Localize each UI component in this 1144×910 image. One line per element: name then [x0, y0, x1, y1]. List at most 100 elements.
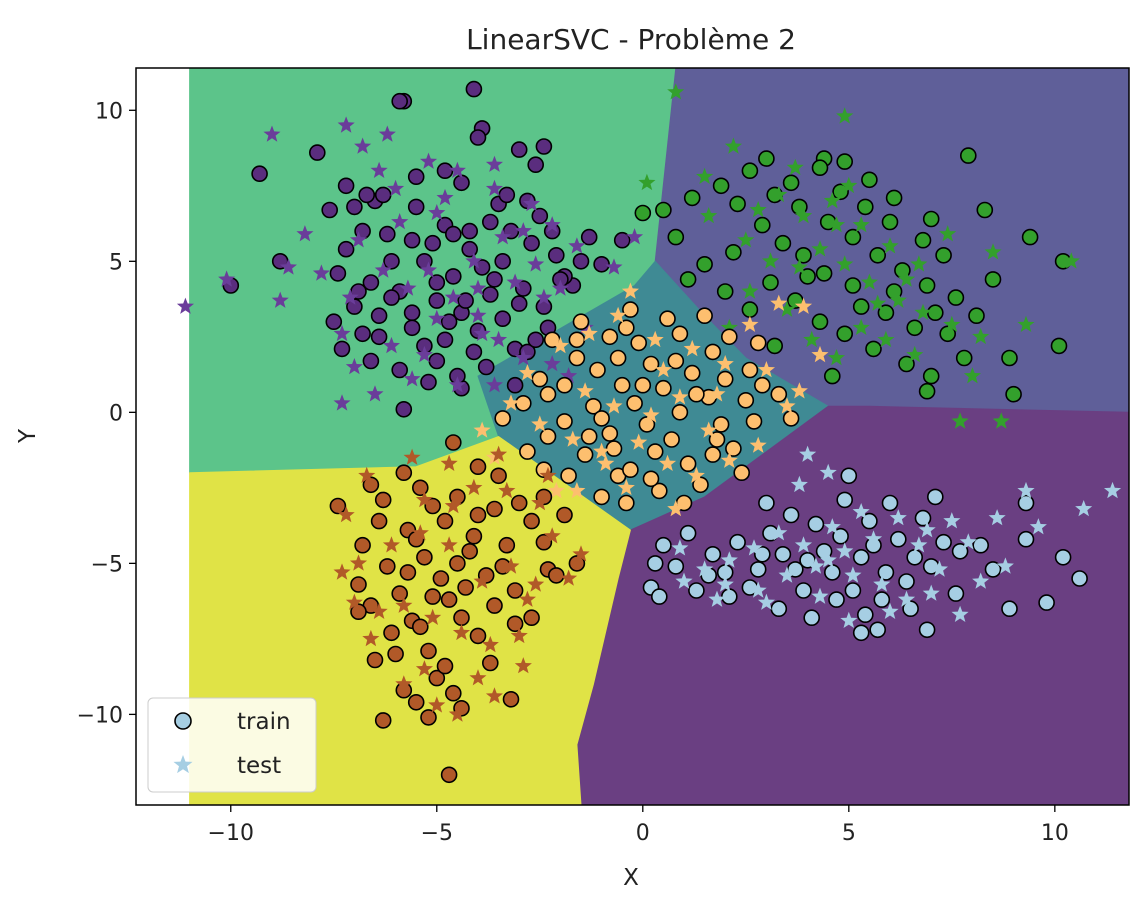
- test-point: [349, 231, 368, 248]
- train-point: [811, 313, 829, 331]
- test-point: [366, 385, 384, 402]
- test-point: [749, 436, 767, 453]
- test-point: [836, 542, 854, 559]
- test-point: [415, 660, 433, 677]
- x-axis-label: X: [623, 865, 639, 891]
- train-point: [774, 234, 792, 252]
- legend-box: [147, 697, 317, 793]
- train-point: [865, 340, 882, 358]
- test-point: [959, 533, 977, 550]
- train-point: [407, 198, 425, 216]
- test-point: [448, 376, 466, 393]
- test-point: [358, 466, 376, 483]
- train-point: [688, 385, 705, 403]
- test-point: [395, 596, 413, 613]
- test-point: [473, 324, 491, 342]
- train-point: [333, 340, 351, 358]
- test-point: [696, 560, 714, 577]
- train-point: [770, 385, 788, 403]
- train-point: [725, 244, 742, 261]
- train-point: [1017, 530, 1035, 548]
- train-point: [350, 576, 367, 593]
- train-point: [696, 255, 713, 273]
- train-point: [679, 455, 697, 473]
- train-point: [519, 443, 536, 460]
- test-point: [638, 173, 656, 191]
- test-point: [696, 167, 714, 184]
- train-point: [354, 325, 371, 343]
- test-point: [860, 273, 878, 290]
- plot-frame: [135, 67, 1130, 806]
- train-point: [634, 204, 652, 222]
- train-point: [712, 177, 730, 195]
- train-point: [947, 585, 965, 602]
- train-point: [753, 376, 771, 394]
- test-point: [539, 466, 557, 483]
- test-point: [778, 300, 796, 317]
- test-point: [403, 448, 421, 465]
- test-point: [869, 294, 887, 311]
- legend-train-marker: [174, 712, 192, 730]
- train-point: [424, 234, 442, 252]
- train-point: [399, 564, 417, 581]
- train-point: [383, 624, 400, 642]
- test-point: [382, 336, 400, 354]
- train-point: [655, 379, 672, 397]
- test-point: [988, 509, 1006, 526]
- test-point: [391, 213, 409, 230]
- train-point: [436, 657, 454, 675]
- test-point: [943, 512, 961, 529]
- train-point: [1021, 228, 1039, 246]
- train-point: [869, 621, 887, 639]
- train-point: [642, 355, 660, 373]
- test-point: [444, 288, 462, 305]
- x-tick-label: 10: [1041, 821, 1069, 846]
- data-points: [176, 80, 1122, 784]
- y-tick-label: −10: [77, 703, 123, 728]
- train-point: [634, 376, 652, 394]
- test-point: [671, 388, 689, 405]
- test-point: [440, 536, 458, 553]
- train-point: [481, 286, 499, 303]
- train-point: [679, 524, 697, 542]
- test-point: [865, 530, 883, 547]
- train-point: [663, 431, 680, 448]
- test-point: [485, 376, 503, 393]
- train-point: [795, 582, 812, 599]
- train-point: [337, 177, 355, 195]
- train-point: [585, 397, 602, 415]
- test-point: [852, 318, 870, 335]
- test-point: [485, 687, 503, 704]
- train-point: [329, 497, 347, 515]
- test-point: [514, 349, 532, 366]
- test-point: [963, 367, 981, 384]
- train-point: [704, 343, 722, 361]
- train-point: [428, 274, 446, 291]
- test-point: [897, 590, 916, 607]
- train-point: [469, 129, 487, 146]
- train-point: [420, 709, 437, 726]
- train-point: [832, 183, 849, 201]
- train-point: [638, 416, 656, 433]
- train-point: [535, 533, 553, 551]
- train-point: [683, 189, 701, 207]
- train-point: [465, 343, 483, 361]
- test-point: [349, 554, 368, 571]
- test-point: [811, 587, 829, 604]
- train-point: [329, 265, 347, 282]
- train-point: [420, 642, 437, 660]
- test-point: [790, 475, 808, 493]
- train-point: [646, 555, 664, 572]
- train-point: [758, 150, 775, 167]
- train-point: [535, 138, 553, 155]
- test-point: [440, 454, 458, 471]
- test-point: [827, 216, 845, 233]
- test-point: [436, 188, 454, 206]
- test-point: [490, 330, 508, 348]
- test-point: [626, 228, 644, 245]
- train-point: [510, 295, 528, 312]
- y-tick-label: 10: [95, 99, 123, 124]
- train-point: [889, 530, 907, 548]
- x-tick-label: 5: [842, 821, 856, 846]
- test-point: [807, 557, 825, 574]
